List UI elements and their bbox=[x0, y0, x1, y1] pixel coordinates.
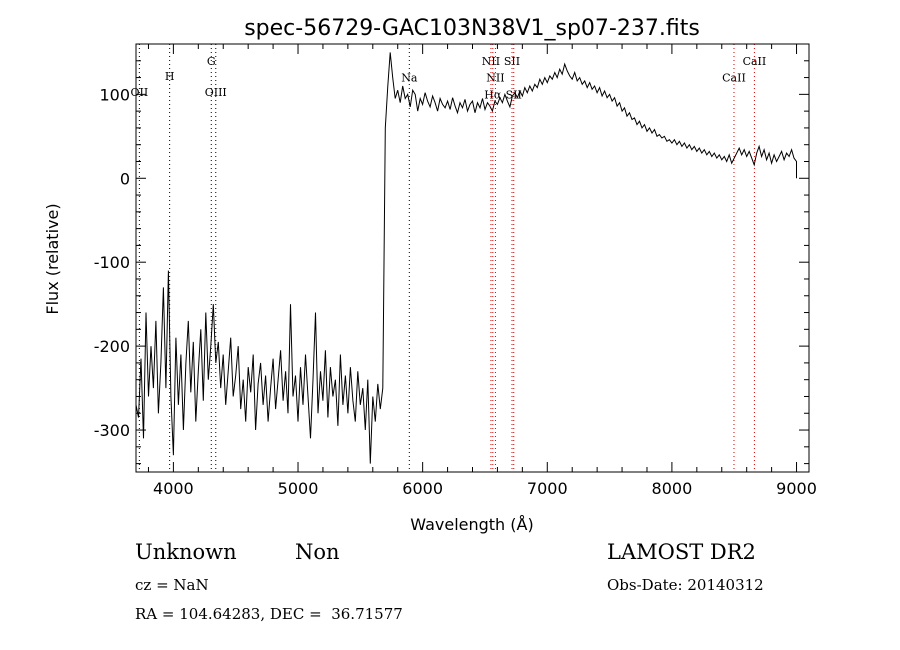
spectral-line-label: Na bbox=[401, 72, 418, 85]
spectral-line-label: Hα bbox=[484, 88, 502, 101]
y-axis-label: Flux (relative) bbox=[43, 203, 62, 314]
spectral-line-label: OIII bbox=[205, 86, 227, 99]
x-tick-label: 8000 bbox=[652, 479, 693, 498]
plot-frame bbox=[135, 43, 810, 473]
spectral-line-label: G bbox=[207, 55, 216, 68]
y-tick-label: 100 bbox=[99, 85, 130, 104]
ra-dec-coordinates: RA = 104.64283, DEC = 36.71577 bbox=[135, 605, 403, 623]
x-tick-label: 7000 bbox=[527, 479, 568, 498]
object-class: Unknown bbox=[135, 540, 237, 564]
spectral-line-label: CaII bbox=[743, 55, 767, 68]
survey-name: LAMOST DR2 bbox=[607, 540, 756, 564]
y-tick-label: -200 bbox=[94, 337, 130, 356]
spectral-line-label: OII bbox=[131, 86, 149, 99]
spectral-line-label: NII bbox=[482, 55, 500, 68]
x-tick-label: 5000 bbox=[278, 479, 319, 498]
y-tick-label: -300 bbox=[94, 421, 130, 440]
axis-ticks: 4000 5000 6000 7000 8000 9000 -300 -200 -100 0 100 bbox=[94, 43, 817, 498]
spectral-line-label: CaII bbox=[722, 72, 746, 85]
y-tick-label: 0 bbox=[120, 169, 130, 188]
spectrum-line bbox=[135, 52, 797, 464]
object-subclass: Non bbox=[295, 540, 340, 564]
x-tick-label: 4000 bbox=[153, 479, 194, 498]
spectral-line-label: H bbox=[165, 70, 175, 83]
x-tick-label: 6000 bbox=[402, 479, 443, 498]
x-tick-label: 9000 bbox=[776, 479, 817, 498]
observation-date: Obs-Date: 20140312 bbox=[607, 576, 764, 594]
x-axis-label: Wavelength (Å) bbox=[410, 515, 533, 534]
redshift-cz: cz = NaN bbox=[135, 576, 209, 594]
chart-title: spec-56729-GAC103N38V1_sp07-237.fits bbox=[244, 16, 700, 41]
y-tick-label: -100 bbox=[94, 253, 130, 272]
spectral-line-label: NII bbox=[486, 72, 504, 85]
spectral-line-label: SII bbox=[504, 55, 520, 68]
